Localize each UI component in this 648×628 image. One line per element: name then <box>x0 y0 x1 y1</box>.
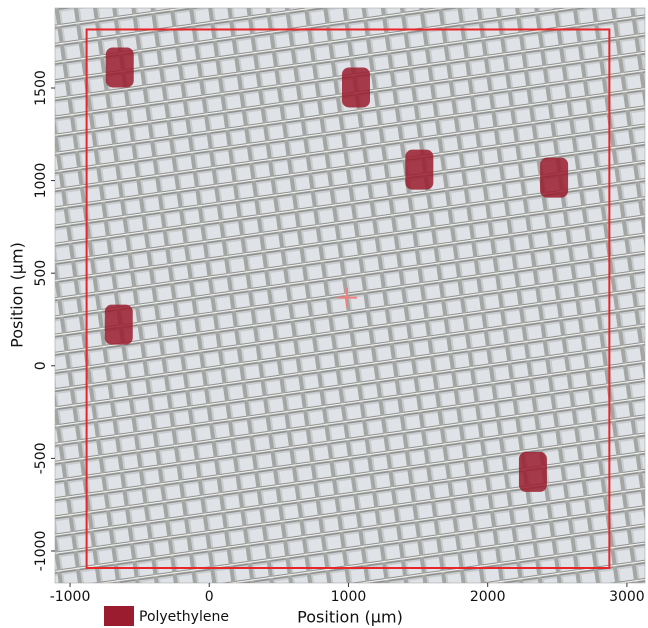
x-tick-label: -1000 <box>50 589 91 605</box>
particle <box>342 67 370 107</box>
particle <box>519 452 547 492</box>
chart: Position (μm) Position (μm) -1000 0 1000 20… <box>0 0 648 628</box>
x-tick-label: 2000 <box>470 589 506 605</box>
legend-label: Polyethylene <box>139 609 229 625</box>
y-tick-label: 0 <box>33 361 49 370</box>
x-axis-title: Position (μm) <box>297 608 403 627</box>
particle <box>105 305 133 345</box>
y-axis-title: Position (μm) <box>8 242 27 348</box>
x-tick-label: 3000 <box>609 589 645 605</box>
y-tick-label: -500 <box>33 442 49 474</box>
particle <box>540 158 568 198</box>
legend-swatch <box>104 606 134 626</box>
x-tick-label: 0 <box>205 589 214 605</box>
y-tick-label: 1500 <box>33 70 49 106</box>
y-tick-label: 500 <box>33 260 49 287</box>
particle <box>106 47 134 87</box>
particle <box>405 150 433 190</box>
y-tick-label: 1000 <box>33 163 49 199</box>
x-tick-label: 1000 <box>331 589 367 605</box>
y-tick-label: -1000 <box>33 531 49 572</box>
